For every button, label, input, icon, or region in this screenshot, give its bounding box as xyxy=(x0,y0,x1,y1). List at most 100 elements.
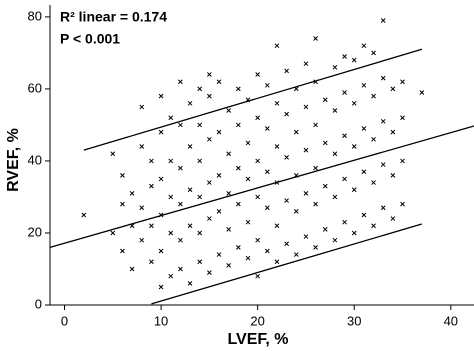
point xyxy=(158,176,164,182)
point xyxy=(322,183,328,189)
point xyxy=(284,154,289,160)
point xyxy=(255,115,261,121)
point xyxy=(380,162,386,167)
point xyxy=(178,201,183,207)
point xyxy=(400,158,405,164)
point xyxy=(139,237,145,243)
point xyxy=(284,198,289,203)
point xyxy=(139,144,145,149)
point xyxy=(149,183,154,189)
point xyxy=(264,205,270,211)
point xyxy=(390,172,396,178)
y-tick-label: 40 xyxy=(28,152,42,167)
point xyxy=(255,72,261,77)
point xyxy=(361,43,367,49)
x-tick-label: 30 xyxy=(347,313,361,328)
fit-line xyxy=(83,48,423,151)
point xyxy=(255,194,261,200)
point xyxy=(361,82,367,88)
point xyxy=(120,201,125,207)
point xyxy=(313,165,318,171)
point xyxy=(274,144,280,149)
y-tick-label: 80 xyxy=(28,8,42,23)
point xyxy=(390,216,396,221)
point xyxy=(216,252,222,257)
fit-line xyxy=(151,223,423,305)
point xyxy=(197,194,203,200)
point xyxy=(332,194,338,200)
point xyxy=(207,72,212,77)
point xyxy=(245,219,251,225)
point xyxy=(274,100,280,106)
point xyxy=(351,187,357,193)
point xyxy=(207,180,212,185)
point xyxy=(129,191,135,196)
point xyxy=(139,104,145,110)
point xyxy=(139,205,145,211)
point xyxy=(351,100,357,106)
point xyxy=(332,108,338,113)
point xyxy=(284,68,289,74)
point xyxy=(264,126,270,131)
point xyxy=(390,86,396,92)
point xyxy=(197,259,203,265)
point xyxy=(419,90,425,95)
fit-line xyxy=(49,125,474,249)
point xyxy=(332,64,338,70)
point xyxy=(187,144,193,149)
point xyxy=(313,201,318,207)
point xyxy=(284,241,289,247)
point xyxy=(197,86,203,92)
point xyxy=(371,50,376,56)
point xyxy=(342,90,347,95)
point xyxy=(264,82,270,88)
point xyxy=(197,230,203,236)
point xyxy=(216,129,222,135)
point xyxy=(274,223,280,229)
point xyxy=(380,205,386,211)
point xyxy=(245,176,251,182)
y-tick-label: 60 xyxy=(28,80,42,95)
point xyxy=(342,54,347,59)
annotation: P < 0.001 xyxy=(60,31,120,47)
point xyxy=(313,36,318,41)
point xyxy=(226,108,232,113)
point xyxy=(255,158,261,164)
point xyxy=(235,165,241,171)
point xyxy=(207,216,212,221)
point xyxy=(361,212,367,218)
point xyxy=(226,263,232,268)
point xyxy=(235,245,241,250)
point xyxy=(81,212,87,218)
point xyxy=(158,93,164,99)
point xyxy=(197,158,203,164)
point xyxy=(207,136,212,142)
point xyxy=(245,140,251,146)
point xyxy=(351,144,357,149)
point xyxy=(264,248,270,254)
point xyxy=(178,122,183,128)
point xyxy=(149,223,154,229)
point xyxy=(322,140,328,146)
point xyxy=(371,136,376,142)
x-tick-label: 20 xyxy=(250,313,264,328)
point xyxy=(149,259,154,265)
point xyxy=(293,209,299,214)
point xyxy=(187,223,193,229)
point xyxy=(264,169,270,175)
point xyxy=(342,133,347,139)
point xyxy=(303,191,309,196)
point xyxy=(187,100,193,106)
point xyxy=(168,230,174,236)
point xyxy=(178,165,183,171)
point xyxy=(274,43,280,49)
point xyxy=(322,227,328,232)
point xyxy=(322,97,328,103)
point xyxy=(303,147,309,153)
point xyxy=(303,61,309,67)
point xyxy=(400,79,405,85)
point xyxy=(168,194,174,200)
point xyxy=(293,252,299,257)
